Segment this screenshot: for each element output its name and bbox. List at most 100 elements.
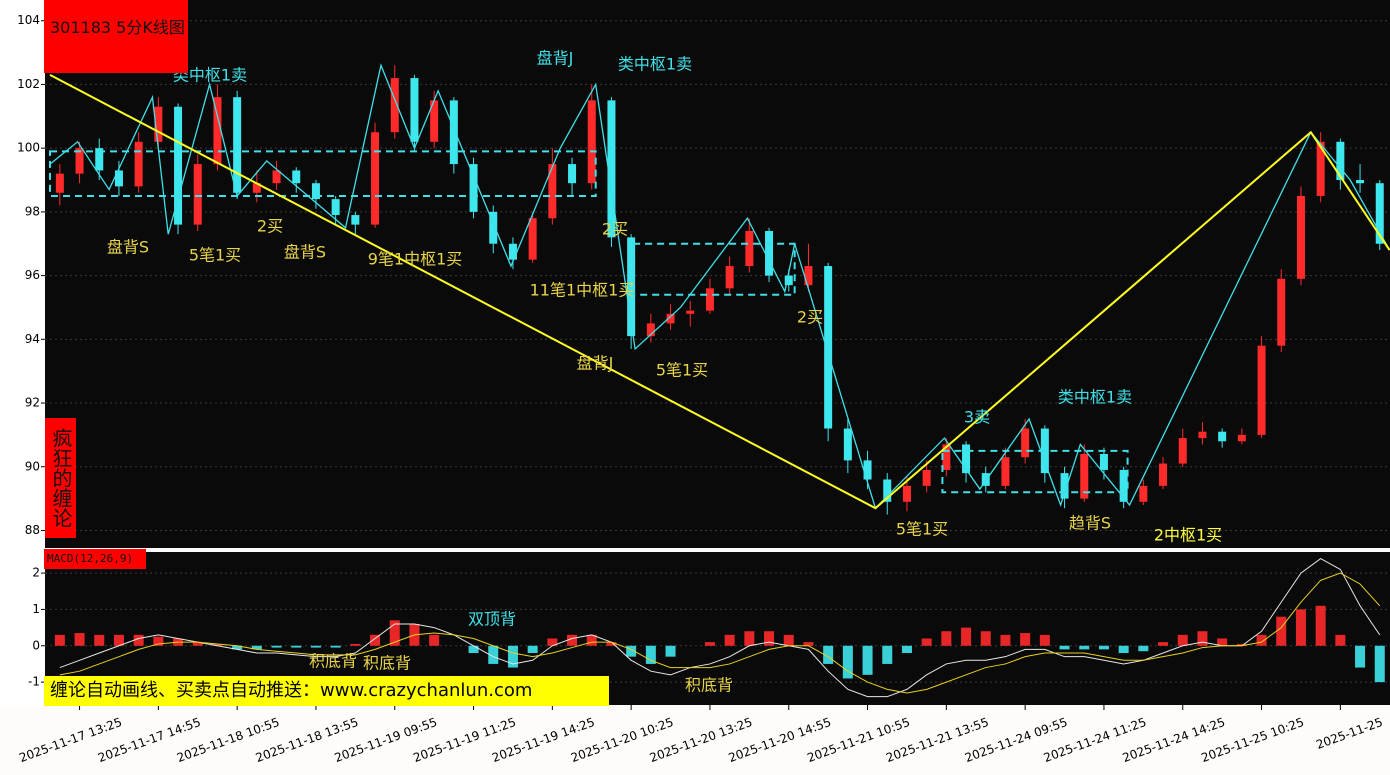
macd-bar bbox=[606, 642, 617, 646]
candle-body bbox=[469, 164, 478, 212]
annotation: 5笔1买 bbox=[656, 361, 708, 380]
macd-bar bbox=[764, 631, 775, 646]
candle-body bbox=[75, 148, 84, 174]
macd-bar bbox=[1079, 645, 1090, 650]
candle-body bbox=[390, 78, 399, 133]
macd-bar bbox=[212, 643, 223, 646]
annotation: 5笔1买 bbox=[896, 520, 948, 539]
candle-body bbox=[705, 288, 714, 311]
macd-bar bbox=[645, 645, 656, 664]
macd-bar bbox=[1236, 643, 1247, 646]
macd-bar bbox=[153, 636, 164, 646]
macd-bar bbox=[1138, 645, 1149, 652]
candle-body bbox=[449, 100, 458, 165]
macd-bar bbox=[1118, 645, 1129, 654]
macd-bar bbox=[1098, 645, 1109, 650]
macd-bar bbox=[941, 631, 952, 646]
macd-bar bbox=[1158, 642, 1169, 646]
macd-bar bbox=[724, 634, 735, 646]
macd-bar bbox=[901, 645, 912, 654]
candle-body bbox=[1119, 469, 1128, 502]
macd-line bbox=[59, 572, 1381, 694]
annotation: 9笔1中枢1买 bbox=[368, 250, 463, 269]
macd-bar bbox=[527, 645, 538, 654]
candle-body bbox=[824, 266, 833, 429]
candle-body bbox=[213, 97, 222, 165]
macd-bar bbox=[1276, 616, 1287, 646]
candle-body bbox=[1178, 438, 1187, 464]
candle-body bbox=[1139, 485, 1148, 502]
macd-bar bbox=[1217, 638, 1228, 646]
candle-body bbox=[981, 473, 990, 486]
candle-body bbox=[430, 100, 439, 142]
macd-bar bbox=[232, 645, 243, 650]
annotation: 类中枢1卖 bbox=[618, 55, 692, 74]
macd-bar bbox=[507, 645, 518, 668]
candle-body bbox=[272, 170, 281, 184]
pivot-zone bbox=[49, 150, 597, 197]
macd-bar bbox=[665, 645, 676, 657]
macd-bar bbox=[1177, 634, 1188, 646]
macd-bar bbox=[803, 642, 814, 646]
candle-body bbox=[1001, 457, 1010, 486]
macd-bar bbox=[192, 642, 203, 646]
candle-body bbox=[1375, 183, 1384, 244]
annotation: 积底背 bbox=[685, 676, 733, 695]
annotation: 盘背J bbox=[577, 354, 614, 373]
candle-body bbox=[331, 199, 340, 216]
macd-bar bbox=[54, 634, 65, 646]
chart-title: 301183 5分K线图 bbox=[44, 0, 188, 73]
candle-body bbox=[292, 170, 301, 184]
candle-body bbox=[1257, 345, 1266, 435]
candle-body bbox=[508, 243, 517, 260]
macd-bar bbox=[1000, 634, 1011, 646]
y-tick-label: 2 bbox=[32, 566, 40, 580]
annotation: 趋背S bbox=[1069, 514, 1111, 533]
macd-bar bbox=[133, 634, 144, 646]
annotation: 类中枢1卖 bbox=[173, 66, 247, 85]
y-tick-label: 104 bbox=[17, 13, 40, 27]
candle-body bbox=[55, 173, 64, 193]
candle-body bbox=[745, 230, 754, 267]
annotation: 2买 bbox=[602, 220, 628, 239]
y-tick-label: 0 bbox=[32, 638, 40, 652]
candle-body bbox=[902, 485, 911, 502]
side-label: 疯狂的缠论 bbox=[45, 418, 76, 538]
candle-body bbox=[528, 218, 537, 260]
macd-bar bbox=[704, 642, 715, 646]
macd-bar bbox=[744, 631, 755, 646]
candle-body bbox=[489, 211, 498, 244]
panel-bg bbox=[45, 0, 1390, 548]
y-tick-label: 88 bbox=[25, 523, 40, 537]
annotation: 类中枢1卖 bbox=[1058, 388, 1132, 407]
macd-line bbox=[59, 557, 1381, 698]
candle-body bbox=[1316, 141, 1325, 196]
candle-body bbox=[962, 444, 971, 474]
candle-body bbox=[174, 106, 183, 225]
candle-body bbox=[1336, 141, 1345, 181]
candle-body bbox=[627, 237, 636, 337]
candle-body bbox=[883, 479, 892, 502]
macd-bar bbox=[488, 645, 499, 664]
annotation: 盘背J bbox=[537, 49, 574, 68]
annotation: 2买 bbox=[797, 308, 823, 327]
stroke-line bbox=[49, 63, 1390, 510]
annotation: 5笔1买 bbox=[189, 246, 241, 265]
candle-body bbox=[942, 444, 951, 470]
macd-bar bbox=[1059, 645, 1070, 650]
candle-body bbox=[1021, 428, 1030, 458]
macd-bar bbox=[626, 645, 637, 657]
annotation: 双顶背 bbox=[468, 610, 516, 629]
macd-bar bbox=[94, 634, 105, 646]
y-tick-label: 96 bbox=[25, 268, 40, 282]
candle-body bbox=[725, 266, 734, 289]
y-tick-label: -1 bbox=[28, 675, 40, 689]
pivot-zone bbox=[632, 242, 796, 296]
macd-bar bbox=[567, 634, 578, 646]
segment-line bbox=[49, 73, 1390, 510]
macd-bar bbox=[389, 620, 400, 646]
y-tick-label: 98 bbox=[25, 204, 40, 218]
macd-bar bbox=[823, 645, 834, 664]
